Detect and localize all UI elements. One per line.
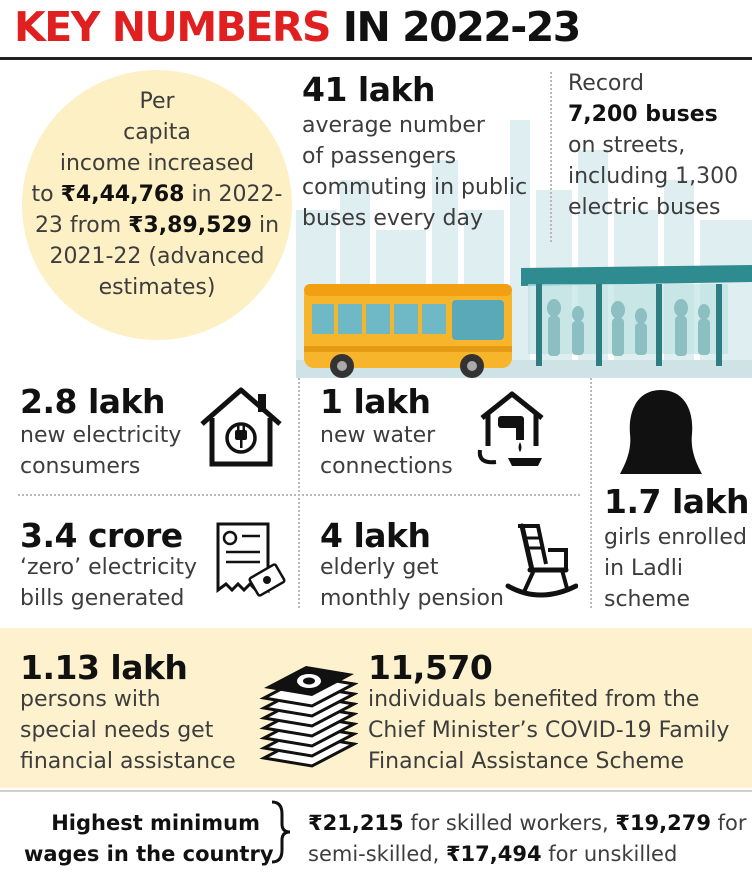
desc-line: commuting in public xyxy=(302,175,528,200)
money-stack-icon xyxy=(258,650,359,774)
desc-line: new water xyxy=(320,423,436,448)
desc-line: consumers xyxy=(20,454,141,479)
desc-line: in Ladli xyxy=(604,556,683,581)
desc-line: electric buses xyxy=(568,195,721,220)
income-line: 2021-22 (advanced xyxy=(49,244,265,269)
income-line: Per xyxy=(139,89,175,114)
wages-description: ₹21,215 for skilled workers, ₹19,279 for… xyxy=(308,808,747,870)
girls-number: 1.7 lakh xyxy=(604,482,749,521)
desc-line: special needs get xyxy=(20,718,214,743)
income-text-part: 23 from xyxy=(34,213,129,238)
water-tap-icon xyxy=(472,386,552,474)
income-line: income increased xyxy=(59,151,255,176)
wage-text: semi-skilled, xyxy=(308,842,446,866)
wage-semi-skilled: ₹19,279 xyxy=(615,811,711,835)
title-black: IN 2022-23 xyxy=(342,3,582,51)
city-bus-illustration xyxy=(296,60,752,378)
house-plug-icon xyxy=(196,384,286,474)
water-number: 1 lakh xyxy=(320,382,431,421)
header xyxy=(0,0,752,56)
wages-label: Highest minimum wages in the country xyxy=(24,808,274,870)
special-needs-band xyxy=(0,628,752,788)
desc-line: Record xyxy=(568,71,645,96)
income-line: estimates) xyxy=(98,275,216,300)
covid-description: individuals benefited from the Chief Min… xyxy=(368,684,729,777)
divider xyxy=(0,790,752,792)
desc-line: financial assistance xyxy=(20,749,236,774)
buses-count: 7,200 buses xyxy=(568,102,718,127)
desc-line: Chief Minister’s COVID-19 Family xyxy=(368,718,730,743)
income-current-value: ₹4,44,768 xyxy=(60,182,185,207)
special-needs-number: 1.13 lakh xyxy=(20,648,188,687)
page-title: KEY NUMBERS IN 2022-23 xyxy=(14,3,582,51)
wage-text: for unskilled xyxy=(541,842,678,866)
wage-text: for xyxy=(710,811,747,835)
desc-line: 7,200 buses xyxy=(568,99,738,130)
water-description: new water connections xyxy=(320,420,453,482)
income-line: to ₹4,44,768 in 2022- xyxy=(22,179,292,210)
electricity-number: 2.8 lakh xyxy=(20,382,165,421)
desc-line: connections xyxy=(320,454,453,479)
passengers-description: average number of passengers commuting i… xyxy=(302,110,527,234)
income-line: 23 from ₹3,89,529 in xyxy=(22,210,292,241)
income-previous-value: ₹3,89,529 xyxy=(128,213,252,238)
divider xyxy=(590,378,592,608)
desc-line: ₹21,215 for skilled workers, ₹19,279 for xyxy=(308,808,747,839)
desc-line: scheme xyxy=(604,587,691,612)
desc-line: including 1,300 xyxy=(568,164,739,189)
income-text: Per capita income increased to ₹4,44,768… xyxy=(22,86,292,303)
desc-line: of passengers xyxy=(302,144,457,169)
divider xyxy=(18,494,580,496)
divider xyxy=(550,72,552,242)
desc-line: semi-skilled, ₹17,494 for unskilled xyxy=(308,839,747,870)
buses-description: Record 7,200 buses on streets, including… xyxy=(568,68,738,223)
wages-label-line: Highest minimum xyxy=(51,811,260,835)
desc-line: bills generated xyxy=(20,586,185,611)
bill-icon xyxy=(210,520,286,604)
desc-line: average number xyxy=(302,113,485,138)
title-red: KEY NUMBERS xyxy=(14,3,332,51)
desc-line: ‘zero’ electricity xyxy=(20,555,197,580)
desc-line: persons with xyxy=(20,687,161,712)
divider xyxy=(298,378,300,608)
wage-text: for skilled workers, xyxy=(403,811,616,835)
brace-icon xyxy=(268,798,294,870)
wage-unskilled: ₹17,494 xyxy=(445,842,542,866)
wage-skilled: ₹21,215 xyxy=(308,811,404,835)
zero-bills-number: 3.4 crore xyxy=(20,516,183,555)
girl-silhouette-icon xyxy=(616,386,706,482)
pension-description: elderly get monthly pension xyxy=(320,552,504,614)
girls-description: girls enrolled in Ladli scheme xyxy=(604,522,747,615)
zero-bills-description: ‘zero’ electricity bills generated xyxy=(20,552,197,614)
desc-line: buses every day xyxy=(302,206,483,231)
special-needs-description: persons with special needs get financial… xyxy=(20,684,236,777)
income-highlight-circle xyxy=(22,70,292,340)
income-line: capita xyxy=(123,120,191,145)
income-text-part: in xyxy=(252,213,280,238)
electricity-description: new electricity consumers xyxy=(20,420,181,482)
income-text-part: to xyxy=(31,182,61,207)
income-text-part: in 2022- xyxy=(184,182,283,207)
pension-number: 4 lakh xyxy=(320,516,431,555)
desc-line: girls enrolled xyxy=(604,525,747,550)
header-rule xyxy=(0,57,752,60)
desc-line: individuals benefited from the xyxy=(368,687,700,712)
desc-line: Financial Assistance Scheme xyxy=(368,749,685,774)
desc-line: new electricity xyxy=(20,423,182,448)
wages-label-line: wages in the country xyxy=(24,842,274,866)
desc-line: on streets, xyxy=(568,133,686,158)
desc-line: elderly get xyxy=(320,555,439,580)
rocking-chair-icon xyxy=(504,520,579,604)
desc-line: monthly pension xyxy=(320,586,504,611)
passengers-number: 41 lakh xyxy=(302,70,435,109)
covid-number: 11,570 xyxy=(368,648,493,687)
